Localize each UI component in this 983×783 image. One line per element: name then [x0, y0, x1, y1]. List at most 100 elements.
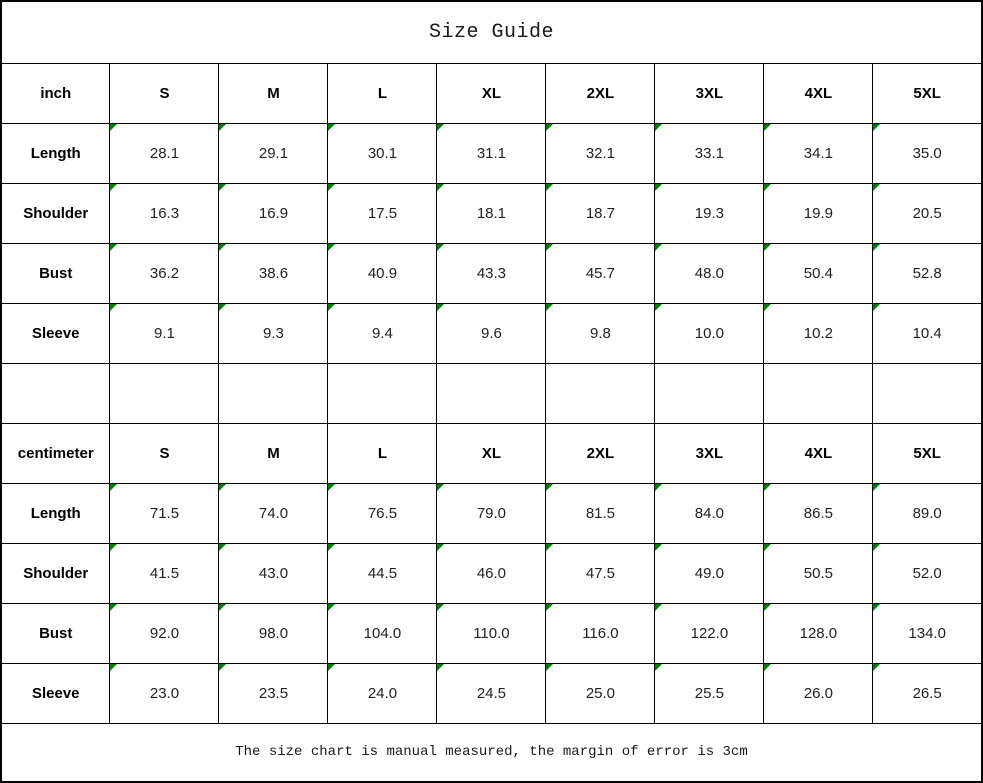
value-cell: 44.5 — [327, 542, 438, 604]
row-label-shoulder: Shoulder — [0, 182, 111, 244]
header-row-centimeter: centimeter S M L XL 2XL 3XL 4XL 5XL — [0, 422, 983, 484]
table-row-inch-sleeve: Sleeve 9.1 9.3 9.4 9.6 9.8 10.0 10.2 10.4 — [0, 302, 983, 364]
table-row-inch-bust: Bust 36.2 38.6 40.9 43.3 45.7 48.0 50.4 52.8 — [0, 242, 983, 304]
value-cell: 26.5 — [872, 662, 983, 724]
value-cell: 52.0 — [872, 542, 983, 604]
value-cell: 47.5 — [545, 542, 656, 604]
empty-cell — [654, 362, 765, 424]
footer-row: The size chart is manual measured, the m… — [0, 722, 983, 783]
value-cell: 71.5 — [109, 482, 220, 544]
value-cell: 89.0 — [872, 482, 983, 544]
value-cell: 46.0 — [436, 542, 547, 604]
value-cell: 76.5 — [327, 482, 438, 544]
value-cell: 18.7 — [545, 182, 656, 244]
size-header-3xl: 3XL — [654, 422, 765, 484]
value-cell: 36.2 — [109, 242, 220, 304]
size-header-m: M — [218, 422, 329, 484]
value-cell: 16.3 — [109, 182, 220, 244]
value-cell: 128.0 — [763, 602, 874, 664]
title-row: Size Guide — [0, 0, 983, 64]
value-cell: 98.0 — [218, 602, 329, 664]
empty-cell — [327, 362, 438, 424]
table-row-centimeter-bust: Bust 92.0 98.0 104.0 110.0 116.0 122.0 128.0 134… — [0, 602, 983, 664]
value-cell: 18.1 — [436, 182, 547, 244]
value-cell: 9.6 — [436, 302, 547, 364]
value-cell: 20.5 — [872, 182, 983, 244]
value-cell: 9.3 — [218, 302, 329, 364]
value-cell: 104.0 — [327, 602, 438, 664]
value-cell: 25.0 — [545, 662, 656, 724]
value-cell: 28.1 — [109, 122, 220, 184]
value-cell: 50.5 — [763, 542, 874, 604]
value-cell: 81.5 — [545, 482, 656, 544]
page-title: Size Guide — [0, 0, 983, 64]
value-cell: 10.0 — [654, 302, 765, 364]
row-label-sleeve: Sleeve — [0, 662, 111, 724]
value-cell: 23.5 — [218, 662, 329, 724]
unit-header-inch: inch — [0, 62, 111, 124]
table-row-centimeter-length: Length 71.5 74.0 76.5 79.0 81.5 84.0 86.5 89.0 — [0, 482, 983, 544]
value-cell: 74.0 — [218, 482, 329, 544]
row-label-length: Length — [0, 122, 111, 184]
value-cell: 110.0 — [436, 602, 547, 664]
empty-cell — [763, 362, 874, 424]
value-cell: 35.0 — [872, 122, 983, 184]
value-cell: 86.5 — [763, 482, 874, 544]
value-cell: 19.9 — [763, 182, 874, 244]
table-row-centimeter-shoulder: Shoulder 41.5 43.0 44.5 46.0 47.5 49.0 50.5 52.0 — [0, 542, 983, 604]
value-cell: 34.1 — [763, 122, 874, 184]
value-cell: 49.0 — [654, 542, 765, 604]
size-header-m: M — [218, 62, 329, 124]
value-cell: 116.0 — [545, 602, 656, 664]
value-cell: 122.0 — [654, 602, 765, 664]
size-header-4xl: 4XL — [763, 62, 874, 124]
empty-cell — [218, 362, 329, 424]
size-header-l: L — [327, 62, 438, 124]
value-cell: 25.5 — [654, 662, 765, 724]
value-cell: 79.0 — [436, 482, 547, 544]
value-cell: 19.3 — [654, 182, 765, 244]
value-cell: 50.4 — [763, 242, 874, 304]
size-header-4xl: 4XL — [763, 422, 874, 484]
value-cell: 45.7 — [545, 242, 656, 304]
value-cell: 32.1 — [545, 122, 656, 184]
row-label-shoulder: Shoulder — [0, 542, 111, 604]
value-cell: 16.9 — [218, 182, 329, 244]
value-cell: 9.1 — [109, 302, 220, 364]
size-header-2xl: 2XL — [545, 422, 656, 484]
size-header-xl: XL — [436, 422, 547, 484]
size-header-l: L — [327, 422, 438, 484]
empty-cell — [436, 362, 547, 424]
size-header-5xl: 5XL — [872, 62, 983, 124]
value-cell: 24.5 — [436, 662, 547, 724]
size-header-2xl: 2XL — [545, 62, 656, 124]
value-cell: 38.6 — [218, 242, 329, 304]
value-cell: 84.0 — [654, 482, 765, 544]
size-header-3xl: 3XL — [654, 62, 765, 124]
row-label-bust: Bust — [0, 242, 111, 304]
value-cell: 24.0 — [327, 662, 438, 724]
value-cell: 48.0 — [654, 242, 765, 304]
value-cell: 40.9 — [327, 242, 438, 304]
value-cell: 41.5 — [109, 542, 220, 604]
value-cell: 29.1 — [218, 122, 329, 184]
value-cell: 33.1 — [654, 122, 765, 184]
value-cell: 52.8 — [872, 242, 983, 304]
empty-cell — [872, 362, 983, 424]
size-header-s: S — [109, 62, 220, 124]
empty-cell — [545, 362, 656, 424]
row-label-bust: Bust — [0, 602, 111, 664]
row-label-sleeve: Sleeve — [0, 302, 111, 364]
value-cell: 10.4 — [872, 302, 983, 364]
empty-cell — [0, 362, 111, 424]
unit-header-centimeter: centimeter — [0, 422, 111, 484]
value-cell: 26.0 — [763, 662, 874, 724]
value-cell: 17.5 — [327, 182, 438, 244]
empty-cell — [109, 362, 220, 424]
size-header-s: S — [109, 422, 220, 484]
value-cell: 23.0 — [109, 662, 220, 724]
table-row-centimeter-sleeve: Sleeve 23.0 23.5 24.0 24.5 25.0 25.5 26.0 26.5 — [0, 662, 983, 724]
value-cell: 92.0 — [109, 602, 220, 664]
spacer-row — [0, 362, 983, 424]
